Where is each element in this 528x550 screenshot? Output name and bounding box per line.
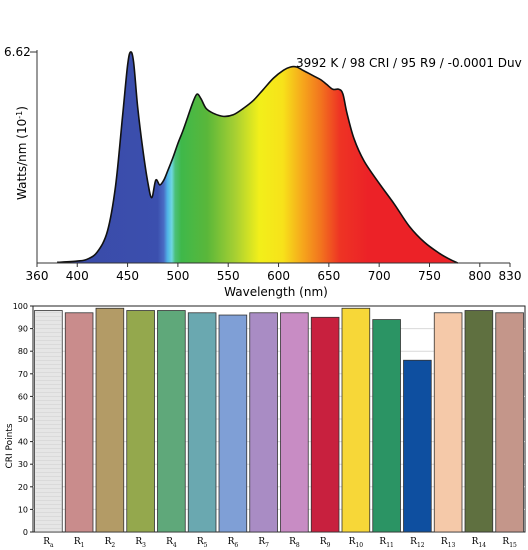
cri-bar-R9 [310,316,340,533]
spectrum-x-tick-label: 360 [26,269,49,283]
cri-x-label: R1 [74,537,85,549]
cri-bar-R1 [64,312,94,533]
cri-bar-R8 [280,312,309,533]
cri-x-label: R2 [105,537,116,549]
cri-x-label: R3 [135,537,146,549]
cri-x-label: R8 [289,537,300,549]
cri-bar-R7 [249,312,278,533]
cri-bar-R11 [372,319,401,533]
cri-x-label: R4 [166,537,177,549]
cri-y-tick-label: 60 [18,392,28,401]
cri-x-label: R5 [197,537,208,549]
cri-bar-R5 [187,312,217,533]
cri-x-label: R15 [502,537,517,549]
spectrum-x-tick-label: 830 [499,269,522,283]
cri-y-tick-label: 0 [23,528,28,537]
cri-y-tick-label: 90 [18,325,28,334]
cri-x-label: R6 [228,537,239,549]
cri-bar-R4 [157,310,186,533]
spectrum-x-tick-label: 550 [217,269,240,283]
spectrum-y-axis-label: Watts/nm (10-1) [15,106,29,200]
spectrum-x-tick-label: 800 [468,269,491,283]
spectrum-x-tick-label: 600 [267,269,290,283]
spectrum-x-tick-label: 400 [66,269,89,283]
cri-x-label: R14 [472,537,487,549]
cri-y-tick-label: 40 [18,438,28,447]
cri-bar-R3 [126,310,155,533]
spectrum-x-tick-label: 700 [368,269,391,283]
cri-y-tick-label: 100 [13,302,28,311]
spectrum-y-max-label: 6.62 [4,45,31,59]
cri-y-tick-label: 70 [18,370,28,379]
cri-bar-R14 [464,310,494,533]
cri-x-label: R9 [320,537,331,549]
cri-y-axis-label: CRI Points [5,423,15,468]
cri-x-label: Ra [43,537,54,549]
spectrum-x-ticks: 360 400 450 500 550 600 650 700 750 800 830 [26,263,522,283]
cri-x-label: R10 [349,537,364,549]
cri-y-tick-label: 80 [18,347,28,356]
spectrum-outline [57,51,459,264]
cri-x-label: R13 [441,537,456,549]
spectrum-chart: 6.62 Watts/nm (10-1) 3992 K / 98 CRI / 9… [4,45,522,299]
cri-bars [34,307,524,533]
spectrum-area [57,51,458,263]
cri-y-ticks: 0 10 20 30 40 50 60 70 80 90 100 [13,302,33,537]
cri-x-label: R12 [410,537,425,549]
spectrum-x-tick-label: 750 [418,269,441,283]
cri-bar-R15 [495,312,524,533]
cri-bar-R6 [218,314,248,533]
cri-x-label: R7 [258,537,269,549]
cri-bar-R12 [403,359,432,533]
cri-bar-R2 [95,307,125,533]
spectrum-x-tick-label: 450 [116,269,139,283]
spectrum-annotation: 3992 K / 98 CRI / 95 R9 / -0.0001 Duv [296,56,522,70]
cri-y-tick-label: 10 [18,505,28,514]
cri-y-tick-label: 50 [18,415,28,424]
cri-bar-R10 [341,307,371,533]
spectrum-x-tick-label: 500 [166,269,189,283]
spectrum-x-axis-label: Wavelength (nm) [224,285,328,299]
cri-bar-Ra [34,310,63,533]
cri-x-labels: Ra R1 R2 R3 R4 R5 R6 R7 R8 R9 R10 R11 R12 R13 R14 R15 [43,537,517,549]
cri-y-tick-label: 30 [18,460,28,469]
cri-y-tick-label: 20 [18,483,28,492]
cri-bar-R13 [433,312,463,533]
spectrum-x-tick-label: 650 [317,269,340,283]
cri-x-label: R11 [379,537,393,549]
